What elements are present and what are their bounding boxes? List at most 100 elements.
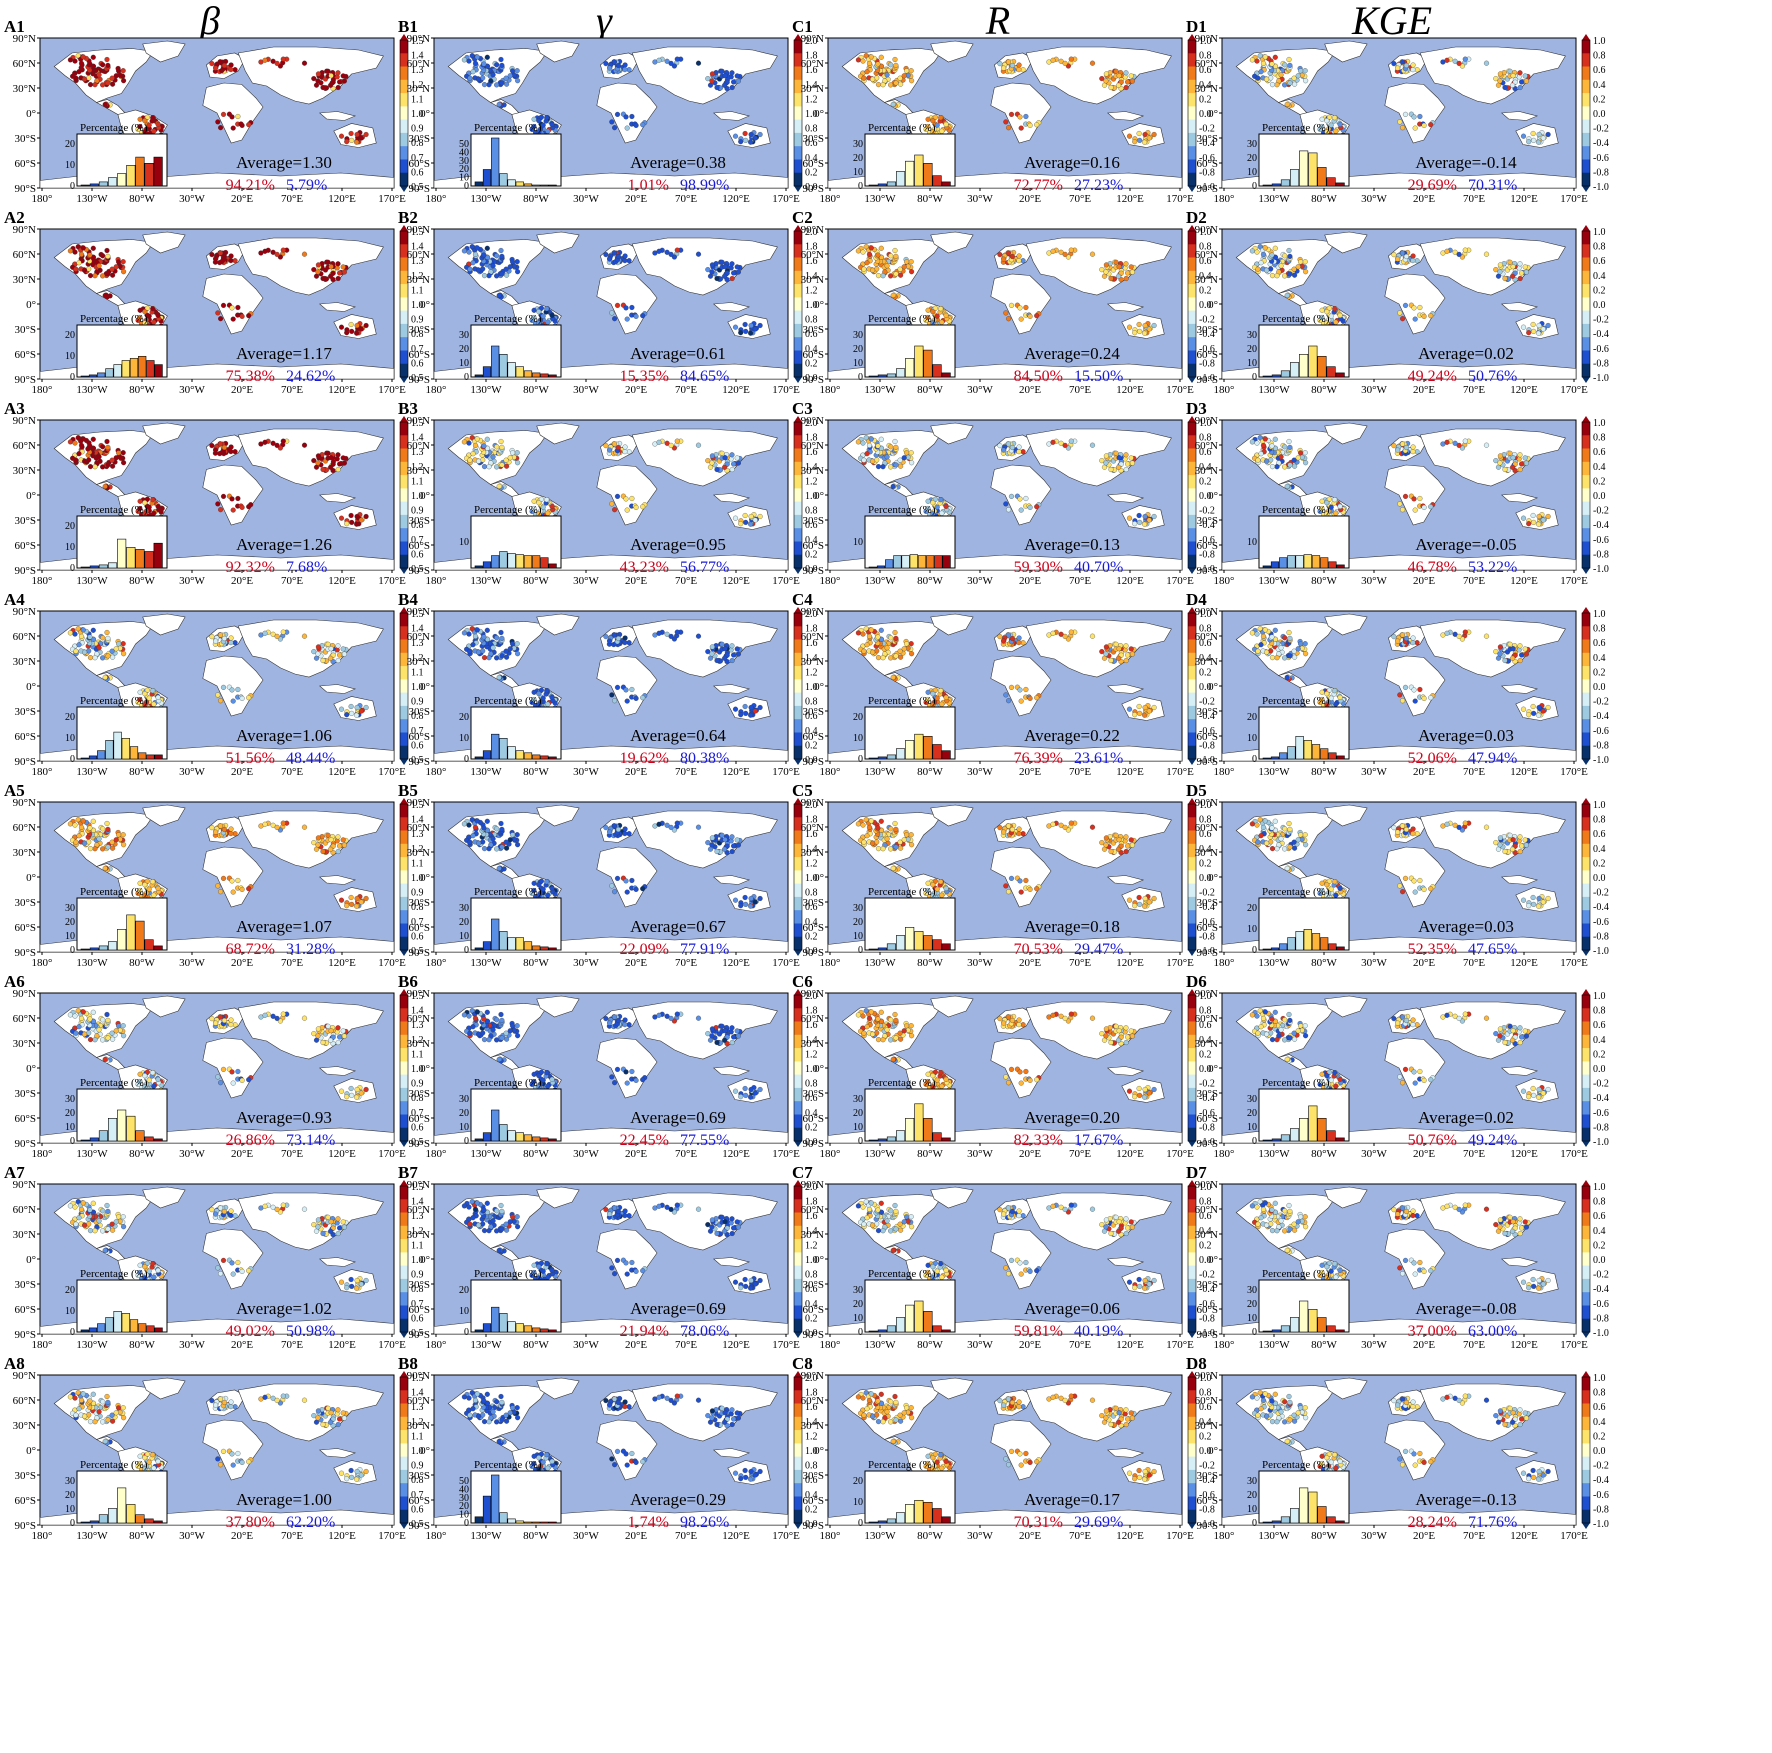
- station-point: [1142, 139, 1148, 145]
- station-point: [622, 826, 628, 832]
- station-point: [313, 464, 320, 470]
- station-point: [476, 267, 482, 273]
- lon-tick-label: 30°W: [573, 193, 599, 205]
- station-point: [474, 245, 480, 251]
- lon-tick-label: 120°E: [722, 1530, 750, 1542]
- colorbar-cap-bottom: [794, 1141, 802, 1147]
- station-point: [1125, 79, 1131, 85]
- lon-tick-label: 180°: [426, 957, 447, 969]
- station-point: [239, 122, 245, 128]
- station-point: [623, 1260, 629, 1266]
- station-point: [328, 82, 334, 88]
- colorbar-segment: [400, 297, 408, 311]
- station-point: [110, 463, 116, 469]
- map-panel-A2: A2ERA5-Land90°N60°N30°N0°30°S60°S90°S180…: [4, 208, 424, 396]
- colorbar-segment: [794, 1443, 802, 1457]
- station-point: [262, 1394, 268, 1400]
- station-point: [729, 1407, 735, 1413]
- lon-tick-label: 20°E: [625, 1530, 647, 1542]
- station-point: [614, 1448, 621, 1454]
- histogram-bar: [105, 1317, 114, 1333]
- blue-percentage: 5.79%: [286, 177, 327, 194]
- histogram-bar: [89, 183, 99, 187]
- colorbar-label: 1.1: [411, 94, 424, 105]
- lat-tick-label: 60°S: [408, 1495, 430, 1507]
- station-point: [76, 1406, 82, 1412]
- lon-tick-label: 170°E: [378, 1148, 406, 1160]
- station-point: [507, 73, 513, 79]
- station-point: [735, 651, 741, 657]
- lon-tick-label: 170°E: [1166, 193, 1194, 205]
- station-point: [235, 113, 241, 120]
- colorbar-segment: [400, 337, 408, 351]
- inset-ytick-label: 10: [459, 537, 469, 548]
- station-point: [120, 259, 126, 265]
- station-point: [213, 256, 219, 262]
- station-point: [709, 1224, 715, 1230]
- colorbar-segment: [400, 1292, 408, 1306]
- histogram-bar: [515, 937, 524, 951]
- station-point: [229, 1260, 235, 1266]
- station-point: [748, 521, 754, 527]
- station-point: [490, 1027, 496, 1033]
- colorbar-segment: [400, 528, 408, 542]
- colorbar-segment: [400, 666, 408, 680]
- station-point: [121, 1415, 127, 1421]
- station-point: [328, 655, 334, 661]
- station-point: [499, 253, 505, 259]
- station-point: [515, 651, 521, 657]
- station-point: [280, 1011, 286, 1017]
- station-point: [228, 258, 234, 264]
- station-point: [609, 1074, 615, 1080]
- lat-tick-label: 30°N: [801, 83, 824, 95]
- map-panel-B8: B8MTE90°N60°N30°N0°30°S60°S90°S180°130°W…: [398, 1354, 818, 1542]
- histogram-bar: [105, 740, 114, 760]
- station-point: [80, 245, 86, 251]
- lon-tick-label: 80°W: [129, 193, 155, 205]
- station-point: [467, 1221, 473, 1227]
- station-point: [486, 82, 492, 88]
- colorbar-segment: [400, 732, 408, 747]
- red-percentage: 49.02%: [226, 1323, 275, 1340]
- station-point: [150, 1070, 156, 1076]
- station-point: [490, 836, 496, 842]
- station-point: [481, 1016, 487, 1022]
- inset-ytick-label: 20: [853, 153, 863, 164]
- red-percentage: 92.32%: [226, 559, 275, 576]
- histogram-bar: [491, 918, 500, 951]
- station-point: [498, 438, 504, 445]
- lat-tick-label: 60°S: [14, 158, 36, 170]
- station-point: [722, 1410, 728, 1416]
- station-point: [315, 842, 321, 848]
- map-panel-A3: A3MERRA-290°N60°N30°N0°30°S60°S90°S180°1…: [4, 399, 424, 587]
- station-point: [540, 886, 546, 892]
- colorbar-segment: [400, 1074, 408, 1089]
- histogram-bar: [515, 1323, 524, 1333]
- station-point: [102, 674, 108, 680]
- station-point: [100, 826, 106, 832]
- station-point: [624, 1271, 630, 1277]
- station-point: [729, 466, 735, 473]
- lat-tick-label: 60°N: [407, 1013, 430, 1025]
- station-point: [707, 1228, 714, 1234]
- lon-tick-label: 170°E: [378, 384, 406, 396]
- station-point: [467, 839, 473, 845]
- station-point: [218, 1271, 224, 1277]
- station-point: [757, 704, 763, 711]
- station-point: [707, 464, 714, 470]
- station-point: [734, 264, 740, 270]
- station-point: [301, 1397, 308, 1403]
- station-point: [507, 1028, 513, 1034]
- station-point: [220, 493, 227, 499]
- lon-tick-label: 170°E: [772, 1530, 800, 1542]
- station-point: [486, 1228, 492, 1234]
- station-point: [325, 1405, 331, 1411]
- average-value: Average=0.69: [630, 1299, 726, 1318]
- lon-tick-label: 130°W: [470, 957, 502, 969]
- lat-tick-label: 30°S: [408, 1088, 430, 1100]
- red-percentage: 94.21%: [226, 177, 275, 194]
- station-point: [120, 832, 126, 838]
- station-point: [1113, 68, 1119, 74]
- station-point: [358, 708, 364, 714]
- station-point: [612, 1271, 618, 1277]
